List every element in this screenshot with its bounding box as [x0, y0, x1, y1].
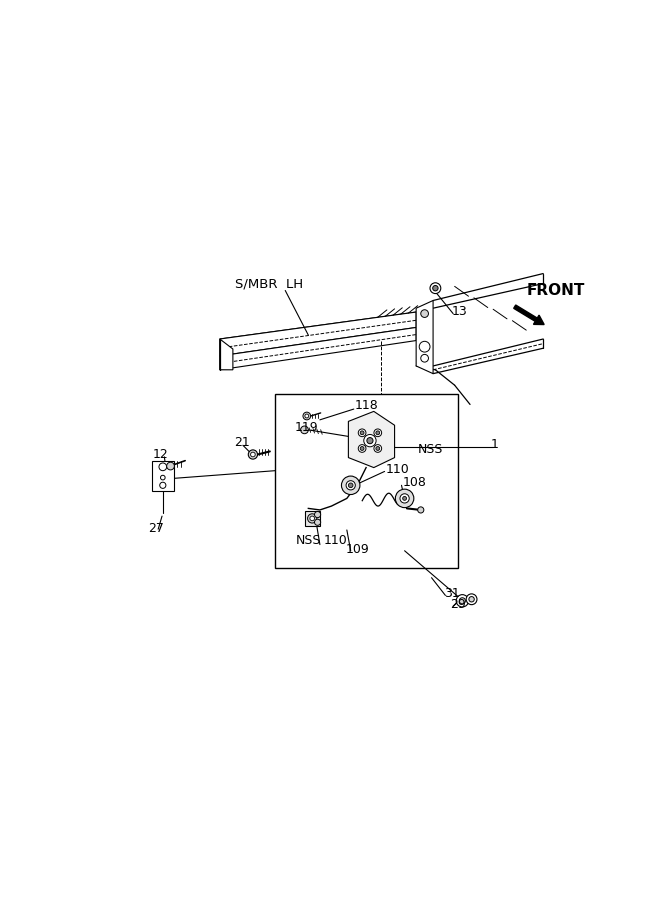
Circle shape — [418, 507, 424, 513]
Text: 29: 29 — [450, 598, 466, 611]
FancyArrow shape — [514, 305, 544, 325]
Text: 31: 31 — [444, 587, 460, 599]
Circle shape — [315, 511, 321, 517]
Circle shape — [346, 481, 356, 490]
Circle shape — [301, 426, 308, 434]
Circle shape — [251, 452, 255, 457]
Text: 119: 119 — [295, 421, 318, 434]
Circle shape — [358, 429, 366, 436]
Text: NSS: NSS — [296, 535, 321, 547]
Circle shape — [466, 594, 477, 605]
Text: 118: 118 — [355, 400, 378, 412]
Text: 21: 21 — [233, 436, 249, 449]
Text: 13: 13 — [452, 305, 468, 318]
Circle shape — [161, 475, 165, 480]
Circle shape — [376, 431, 380, 435]
Text: 110: 110 — [386, 464, 409, 476]
Circle shape — [342, 476, 360, 494]
Text: 1: 1 — [491, 438, 499, 451]
Circle shape — [433, 285, 438, 291]
Circle shape — [315, 519, 321, 526]
Text: 109: 109 — [346, 543, 370, 555]
Circle shape — [421, 355, 428, 362]
Text: 27: 27 — [148, 522, 164, 535]
Circle shape — [367, 437, 373, 444]
Text: NSS: NSS — [418, 443, 443, 455]
Circle shape — [167, 463, 174, 470]
Polygon shape — [152, 461, 173, 491]
Circle shape — [376, 446, 380, 450]
Bar — [275, 394, 458, 568]
Polygon shape — [416, 301, 433, 374]
Polygon shape — [348, 411, 395, 468]
Circle shape — [421, 310, 428, 318]
Circle shape — [403, 497, 406, 500]
Circle shape — [360, 431, 364, 435]
Circle shape — [307, 514, 317, 523]
Circle shape — [159, 463, 167, 471]
Circle shape — [358, 445, 366, 453]
Text: 108: 108 — [402, 476, 426, 490]
Text: FRONT: FRONT — [526, 283, 585, 298]
Circle shape — [400, 494, 410, 503]
Circle shape — [460, 598, 466, 604]
Circle shape — [248, 450, 257, 459]
Circle shape — [430, 283, 441, 293]
Circle shape — [374, 429, 382, 436]
Circle shape — [420, 341, 430, 352]
Circle shape — [469, 597, 474, 602]
Text: 110: 110 — [323, 535, 348, 547]
Circle shape — [159, 482, 166, 489]
Polygon shape — [220, 312, 428, 349]
Text: S/MBR  LH: S/MBR LH — [235, 277, 303, 290]
Polygon shape — [305, 510, 320, 526]
Polygon shape — [220, 339, 233, 370]
Polygon shape — [220, 328, 416, 370]
Circle shape — [303, 412, 311, 419]
Circle shape — [305, 414, 309, 418]
Circle shape — [310, 516, 315, 521]
Circle shape — [396, 490, 414, 508]
Circle shape — [348, 483, 353, 488]
Circle shape — [360, 446, 364, 450]
Text: 12: 12 — [153, 448, 169, 461]
Circle shape — [364, 435, 376, 446]
Circle shape — [374, 445, 382, 453]
Polygon shape — [220, 312, 416, 356]
Circle shape — [456, 595, 468, 607]
